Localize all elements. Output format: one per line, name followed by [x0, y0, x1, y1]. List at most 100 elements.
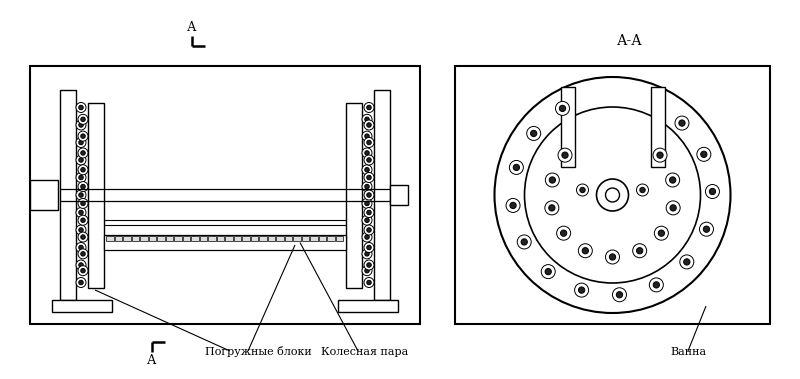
- Bar: [234, 236, 241, 241]
- Circle shape: [679, 120, 685, 126]
- Circle shape: [525, 107, 701, 283]
- Circle shape: [81, 151, 86, 155]
- Circle shape: [81, 134, 86, 138]
- Circle shape: [542, 265, 555, 279]
- Circle shape: [364, 120, 374, 130]
- Circle shape: [78, 199, 88, 208]
- Circle shape: [362, 131, 372, 141]
- Circle shape: [680, 255, 694, 269]
- Text: Ванна: Ванна: [670, 347, 706, 357]
- Circle shape: [577, 184, 589, 196]
- Circle shape: [658, 230, 665, 236]
- Circle shape: [81, 201, 86, 206]
- Circle shape: [597, 179, 629, 211]
- Circle shape: [365, 268, 370, 273]
- Circle shape: [81, 117, 86, 122]
- Circle shape: [545, 201, 559, 215]
- Circle shape: [637, 247, 643, 254]
- Circle shape: [558, 148, 572, 162]
- Circle shape: [362, 215, 372, 225]
- Circle shape: [703, 226, 710, 232]
- Circle shape: [670, 205, 676, 211]
- Circle shape: [684, 259, 690, 265]
- Circle shape: [364, 172, 374, 183]
- Circle shape: [78, 228, 83, 232]
- Circle shape: [78, 165, 88, 175]
- Circle shape: [637, 184, 649, 196]
- Circle shape: [366, 175, 371, 180]
- Circle shape: [366, 140, 371, 145]
- Circle shape: [616, 291, 622, 298]
- Circle shape: [697, 147, 711, 161]
- Circle shape: [81, 235, 86, 239]
- Bar: [174, 236, 182, 241]
- Bar: [650, 87, 665, 167]
- Bar: [267, 236, 275, 241]
- Circle shape: [650, 278, 663, 292]
- Bar: [104, 235, 346, 250]
- Circle shape: [365, 117, 370, 122]
- Circle shape: [506, 199, 520, 213]
- Circle shape: [364, 277, 374, 288]
- Circle shape: [81, 184, 86, 189]
- Circle shape: [362, 148, 372, 158]
- Bar: [335, 236, 343, 241]
- Circle shape: [362, 165, 372, 175]
- Circle shape: [78, 105, 83, 110]
- Circle shape: [666, 201, 680, 215]
- Bar: [182, 236, 190, 241]
- Circle shape: [514, 164, 519, 171]
- Bar: [30, 180, 58, 210]
- Circle shape: [670, 177, 676, 183]
- Circle shape: [640, 187, 646, 193]
- Circle shape: [76, 102, 86, 113]
- Circle shape: [76, 260, 86, 270]
- Circle shape: [78, 148, 88, 158]
- Bar: [390, 185, 408, 205]
- Circle shape: [76, 120, 86, 130]
- Circle shape: [606, 250, 619, 264]
- Bar: [60, 90, 76, 300]
- Circle shape: [76, 243, 86, 252]
- Circle shape: [78, 131, 88, 141]
- Circle shape: [580, 187, 586, 193]
- Circle shape: [364, 243, 374, 252]
- Bar: [208, 236, 215, 241]
- Circle shape: [76, 190, 86, 200]
- Circle shape: [78, 182, 88, 192]
- Bar: [293, 236, 301, 241]
- Circle shape: [510, 160, 523, 174]
- Circle shape: [653, 148, 667, 162]
- Bar: [52, 300, 112, 312]
- Circle shape: [578, 287, 585, 293]
- Circle shape: [78, 114, 88, 124]
- Circle shape: [366, 105, 371, 110]
- Text: Колесная пара: Колесная пара: [322, 347, 409, 357]
- Circle shape: [81, 252, 86, 256]
- Circle shape: [606, 188, 619, 202]
- Bar: [114, 236, 122, 241]
- Circle shape: [549, 177, 555, 183]
- Circle shape: [365, 201, 370, 206]
- Bar: [217, 236, 224, 241]
- Circle shape: [76, 225, 86, 235]
- Circle shape: [362, 249, 372, 259]
- Bar: [327, 236, 334, 241]
- Circle shape: [365, 235, 370, 239]
- Circle shape: [365, 184, 370, 189]
- Circle shape: [81, 268, 86, 273]
- Circle shape: [76, 277, 86, 288]
- Circle shape: [76, 138, 86, 147]
- Bar: [276, 236, 283, 241]
- Circle shape: [675, 116, 689, 130]
- Circle shape: [78, 245, 83, 250]
- Circle shape: [78, 123, 83, 127]
- Circle shape: [365, 134, 370, 138]
- Circle shape: [557, 226, 570, 240]
- Circle shape: [366, 210, 371, 215]
- Bar: [88, 102, 104, 288]
- Circle shape: [76, 207, 86, 218]
- Circle shape: [366, 263, 371, 267]
- Bar: [259, 236, 266, 241]
- Circle shape: [555, 102, 570, 115]
